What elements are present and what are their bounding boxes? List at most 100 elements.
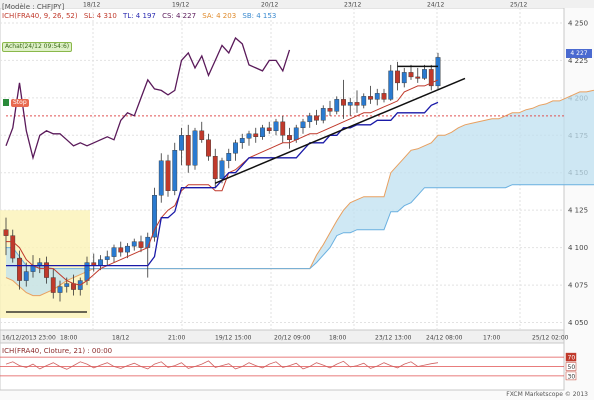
trendline <box>214 77 466 184</box>
candle-up <box>320 108 326 121</box>
top-axis-bar <box>0 0 594 8</box>
candle-up <box>98 259 103 266</box>
model-label: [Modèle : CHFJPY] <box>2 3 65 11</box>
cs-value: CS: 4 227 <box>162 12 197 20</box>
candle-down <box>10 235 16 259</box>
senkou-b-line <box>6 184 594 270</box>
bottom-time-label: 25/12 02:00 <box>532 335 569 342</box>
bottom-axis-bar <box>0 329 565 344</box>
footer-credit: FXCM Marketscope © 2013 <box>506 391 588 398</box>
candle-up <box>125 245 130 253</box>
oscillator-line <box>5 360 439 370</box>
y-tick-label: 4 225 <box>568 57 588 65</box>
bottom-time-label: 21:00 <box>168 335 185 342</box>
sb-value: SB: 4 153 <box>242 12 277 20</box>
candle-down <box>199 130 205 140</box>
candle-down <box>415 76 421 79</box>
ichimoku-cloud <box>6 90 594 296</box>
candle-up <box>104 256 110 260</box>
oscillator-level-label: 70 <box>568 355 576 362</box>
candle-up <box>334 99 340 112</box>
top-date-label: 20/12 <box>261 2 278 9</box>
chikou-line <box>5 36 291 161</box>
candle-down <box>368 96 373 100</box>
candle-down <box>50 277 56 293</box>
oscillator-label: ICH(FRA40, Cloture, 21) : 00:00 <box>2 347 113 355</box>
candle-down <box>314 115 319 121</box>
candle-down <box>287 135 292 140</box>
candle-down <box>428 69 434 87</box>
candle-up <box>152 195 157 238</box>
candle-up <box>374 93 380 100</box>
bottom-time-label: 18:00 <box>60 335 77 342</box>
candle-up <box>226 153 232 161</box>
last-price-tag: 4 227 <box>566 49 592 58</box>
bottom-time-label: 24/12 08:00 <box>426 335 463 342</box>
top-date-label: 19/12 <box>172 2 189 9</box>
bottom-time-label: 20/12 09:00 <box>274 335 311 342</box>
y-tick-label: 4 050 <box>568 319 588 327</box>
top-date-label: 23/12 <box>344 2 361 9</box>
candle-up <box>172 150 178 191</box>
candle-up <box>23 271 29 281</box>
candle-down <box>280 121 286 136</box>
top-date-label: 24/12 <box>427 2 444 9</box>
candle-down <box>44 262 49 278</box>
candle-up <box>401 72 407 84</box>
candle-down <box>118 247 124 253</box>
candle-down <box>3 229 9 236</box>
chart-legend: [Modèle : CHFJPY] ICH(FRA40, 9, 26, 52) … <box>2 3 280 21</box>
candle-down <box>381 93 387 100</box>
candle-down <box>341 99 346 106</box>
sl-value: SL: 4 310 <box>83 12 117 20</box>
candle-up <box>361 96 367 106</box>
candle-down <box>206 139 211 157</box>
bottom-time-label: 18/12 <box>112 335 129 342</box>
oscillator-level-tag <box>565 371 577 381</box>
candle-down <box>165 160 171 191</box>
candle-up <box>435 57 441 87</box>
candle-up <box>300 121 306 129</box>
candle-down <box>185 135 191 166</box>
candle-up <box>179 135 184 151</box>
candle-up <box>131 241 137 247</box>
y-tick-label: 4 075 <box>568 282 588 290</box>
oscillator-level-tag <box>565 362 577 371</box>
candle-up <box>192 130 198 166</box>
candle-down <box>17 257 22 281</box>
candle-down <box>138 241 144 248</box>
candle-up <box>158 160 164 196</box>
candle-down <box>266 127 272 132</box>
bottom-time-label: 16/12/2013 23:00 <box>2 335 56 342</box>
y-tick-label: 4 125 <box>568 207 588 215</box>
candle-up <box>233 142 238 154</box>
candle-up <box>307 115 313 123</box>
oscillator-level-label: 50 <box>568 364 576 371</box>
candle-up <box>347 102 353 106</box>
candle-up <box>388 70 394 100</box>
candle-up <box>64 283 70 287</box>
oscillator-level-label: 30 <box>568 373 576 380</box>
bottom-time-label: 17:00 <box>483 335 500 342</box>
candle-down <box>408 72 414 78</box>
sa-value: SA: 4 203 <box>202 12 237 20</box>
candle-down <box>253 133 259 138</box>
achat-badge[interactable]: Achat(24/12 09:54:6) <box>2 42 73 52</box>
candle-down <box>354 102 360 106</box>
stop-badge[interactable]: Stop <box>11 99 29 107</box>
candle-up <box>239 138 245 143</box>
candle-up <box>57 286 63 293</box>
bottom-time-label: 23/12 13:00 <box>375 335 412 342</box>
candle-up <box>246 133 252 139</box>
ichimoku-label: ICH(FRA40, 9, 26, 52) <box>2 12 78 20</box>
top-date-label: 18/12 <box>83 2 100 9</box>
top-date-label: 25/12 <box>510 2 527 9</box>
candle-up <box>293 127 299 140</box>
candle-up <box>422 69 427 79</box>
candle-up <box>111 247 117 257</box>
y-tick-label: 4 250 <box>568 19 588 27</box>
candle-down <box>395 70 400 84</box>
y-tick-label: 4 100 <box>568 244 588 252</box>
